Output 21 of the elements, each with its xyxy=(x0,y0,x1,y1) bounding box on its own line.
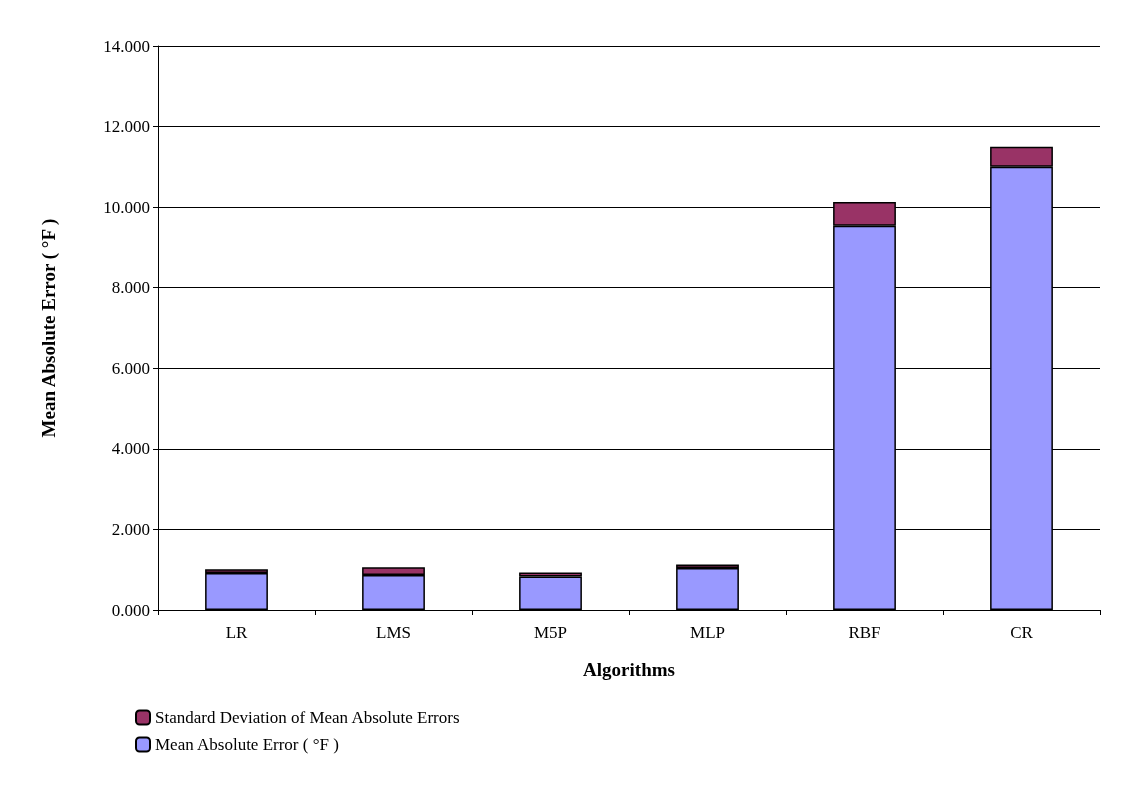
y-tick-label: 14.000 xyxy=(103,36,150,56)
bar xyxy=(205,572,268,610)
legend-label: Mean Absolute Error ( °F ) xyxy=(155,735,339,754)
y-tick-label: 8.000 xyxy=(111,278,150,298)
y-tick-label: 4.000 xyxy=(111,439,150,459)
x-tick-label: LR xyxy=(225,623,249,642)
x-tick-label: LMS xyxy=(376,623,411,642)
y-tick-label: 6.000 xyxy=(111,358,150,378)
legend-label: Standard Deviation of Mean Absolute Errors xyxy=(155,708,460,727)
x-axis-title: Algorithms xyxy=(583,659,675,680)
x-tick-label: M5P xyxy=(533,623,568,642)
y-tick-label: 0.000 xyxy=(111,600,150,620)
y-tick-label: 10.000 xyxy=(103,197,150,217)
y-tick-label: 12.000 xyxy=(103,117,150,137)
bar xyxy=(519,576,582,610)
x-tick-label: CR xyxy=(1010,623,1034,642)
y-axis-title: Mean Absolute Error ( °F ) xyxy=(38,218,60,438)
bar xyxy=(676,568,739,610)
x-tick-label: RBF xyxy=(848,623,881,642)
y-tick-label: 2.000 xyxy=(111,519,150,539)
x-tick-label: MLP xyxy=(690,623,725,642)
